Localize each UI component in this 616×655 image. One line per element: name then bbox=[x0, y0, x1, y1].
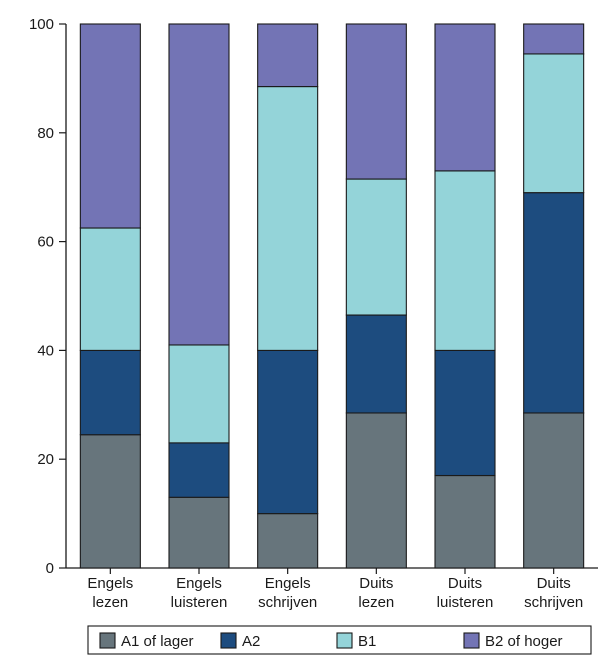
y-tick-label: 100 bbox=[29, 16, 54, 33]
bar-segment-1-2 bbox=[79, 349, 141, 436]
bar-segment-6-1 bbox=[523, 412, 585, 569]
bar-segment-3-1 bbox=[257, 513, 319, 569]
bar-segment-2-4 bbox=[168, 23, 230, 346]
legend: A1 of lager A2 B1 B2 of hoger bbox=[87, 625, 592, 655]
x-tick-label: Duits bbox=[448, 575, 482, 592]
legend-label-4: B2 of hoger bbox=[485, 633, 563, 650]
legend-swatch-1 bbox=[99, 632, 116, 649]
bar-segment-6-4 bbox=[523, 23, 585, 55]
bar-segment-6-2 bbox=[523, 192, 585, 414]
legend-label-1: A1 of lager bbox=[121, 633, 194, 650]
bar-segment-4-3 bbox=[345, 178, 407, 316]
x-tick-label: Engels bbox=[176, 575, 222, 592]
bar-segment-5-2 bbox=[434, 349, 496, 477]
x-tick-label: luisteren bbox=[171, 594, 228, 611]
bar-segment-3-2 bbox=[257, 349, 319, 515]
y-axis: 0 20 40 60 80 100 bbox=[29, 16, 598, 577]
legend-label-3: B1 bbox=[358, 633, 376, 650]
x-tick-label: luisteren bbox=[437, 594, 494, 611]
bar-segment-1-1 bbox=[79, 434, 141, 569]
legend-swatch-4 bbox=[463, 632, 480, 649]
x-tick-label: Engels bbox=[87, 575, 133, 592]
bar-segment-2-2 bbox=[168, 442, 230, 498]
x-tick-label: schrijven bbox=[524, 594, 583, 611]
bar-segment-1-3 bbox=[79, 227, 141, 351]
bar-segment-5-1 bbox=[434, 474, 496, 569]
x-tick-label: Engels bbox=[265, 575, 311, 592]
bar-segment-2-3 bbox=[168, 344, 230, 444]
legend-swatch-3 bbox=[336, 632, 353, 649]
y-tick-label: 20 bbox=[37, 451, 54, 468]
bar-segment-5-3 bbox=[434, 170, 496, 351]
bar-segment-1-4 bbox=[79, 23, 141, 229]
bar-segment-4-1 bbox=[345, 412, 407, 569]
x-tick-label: Duits bbox=[537, 575, 571, 592]
y-tick-label: 60 bbox=[37, 234, 54, 251]
x-tick-label: Duits bbox=[359, 575, 393, 592]
x-tick-label: schrijven bbox=[258, 594, 317, 611]
bar-segment-3-3 bbox=[257, 86, 319, 351]
bar-segment-4-4 bbox=[345, 23, 407, 180]
x-tick-label: lezen bbox=[358, 594, 394, 611]
bar-segment-5-4 bbox=[434, 23, 496, 172]
bar-segment-4-2 bbox=[345, 314, 407, 414]
y-tick-label: 0 bbox=[46, 560, 54, 577]
x-axis: Engels lezen Engels luisteren Engels schrijve… bbox=[87, 568, 583, 611]
bar-segment-2-1 bbox=[168, 496, 230, 569]
y-tick-label: 40 bbox=[37, 342, 54, 359]
bars bbox=[79, 23, 585, 569]
bar-segment-3-4 bbox=[257, 23, 319, 88]
x-tick-label: lezen bbox=[92, 594, 128, 611]
y-tick-label: 80 bbox=[37, 125, 54, 142]
legend-swatch-2 bbox=[220, 632, 237, 649]
bar-segment-6-3 bbox=[523, 53, 585, 194]
legend-label-2: A2 bbox=[242, 633, 260, 650]
